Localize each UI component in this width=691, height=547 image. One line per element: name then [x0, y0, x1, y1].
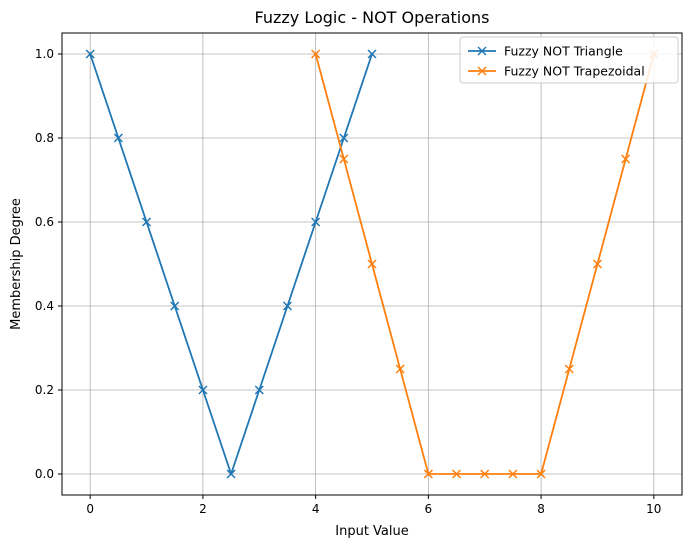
legend-marker: [477, 46, 487, 56]
x-axis-label: Input Value: [335, 524, 409, 539]
data-point: [226, 469, 236, 479]
series-2: [311, 49, 659, 479]
x-tick-label: 10: [646, 502, 661, 516]
legend-item: Fuzzy NOT Triangle: [468, 44, 623, 59]
data-point: [423, 469, 433, 479]
x-tick-label: 6: [425, 502, 433, 516]
data-point: [395, 364, 405, 374]
x-tick-label: 2: [199, 502, 207, 516]
chart-title: Fuzzy Logic - NOT Operations: [255, 8, 490, 27]
data-point: [198, 385, 208, 395]
series-line: [314, 53, 655, 475]
legend-label: Fuzzy NOT Trapezoidal: [504, 64, 645, 79]
x-tick-label: 8: [537, 502, 545, 516]
series-1: [85, 49, 377, 479]
y-tick-label: 0.0: [35, 467, 54, 481]
data-point: [85, 49, 95, 59]
grid-lines: [62, 33, 682, 495]
data-point: [564, 364, 574, 374]
y-tick-label: 0.4: [35, 299, 54, 313]
data-point: [480, 469, 490, 479]
data-point: [367, 259, 377, 269]
data-point: [508, 469, 518, 479]
x-tick-label: 0: [86, 502, 94, 516]
data-point: [170, 301, 180, 311]
series-line: [89, 53, 373, 475]
data-point: [339, 133, 349, 143]
y-tick-label: 0.2: [35, 383, 54, 397]
y-axis-label: Membership Degree: [9, 198, 24, 330]
data-point: [339, 154, 349, 164]
data-point: [311, 217, 321, 227]
series-layer: [85, 49, 659, 479]
legend-item: Fuzzy NOT Trapezoidal: [468, 64, 645, 79]
axis-ticks: 0 2 4 6 8 10 0.0 0.2 0.4 0.6 0.8 1.0: [35, 47, 662, 516]
legend-box: [459, 36, 679, 84]
legend-label: Fuzzy NOT Triangle: [504, 44, 623, 59]
data-point: [311, 49, 321, 59]
data-point: [367, 49, 377, 59]
data-point: [621, 154, 631, 164]
data-point: [536, 469, 546, 479]
x-tick-label: 4: [312, 502, 320, 516]
y-tick-label: 0.8: [35, 131, 54, 145]
data-point: [452, 469, 462, 479]
data-point: [592, 259, 602, 269]
data-point: [113, 133, 123, 143]
data-point: [282, 301, 292, 311]
data-point: [142, 217, 152, 227]
y-tick-label: 0.6: [35, 215, 54, 229]
y-tick-label: 1.0: [35, 47, 54, 61]
legend: Fuzzy NOT Triangle Fuzzy NOT Trapezoidal: [459, 36, 679, 84]
legend-marker: [477, 66, 487, 76]
data-point: [254, 385, 264, 395]
plot-frame: [61, 32, 683, 496]
